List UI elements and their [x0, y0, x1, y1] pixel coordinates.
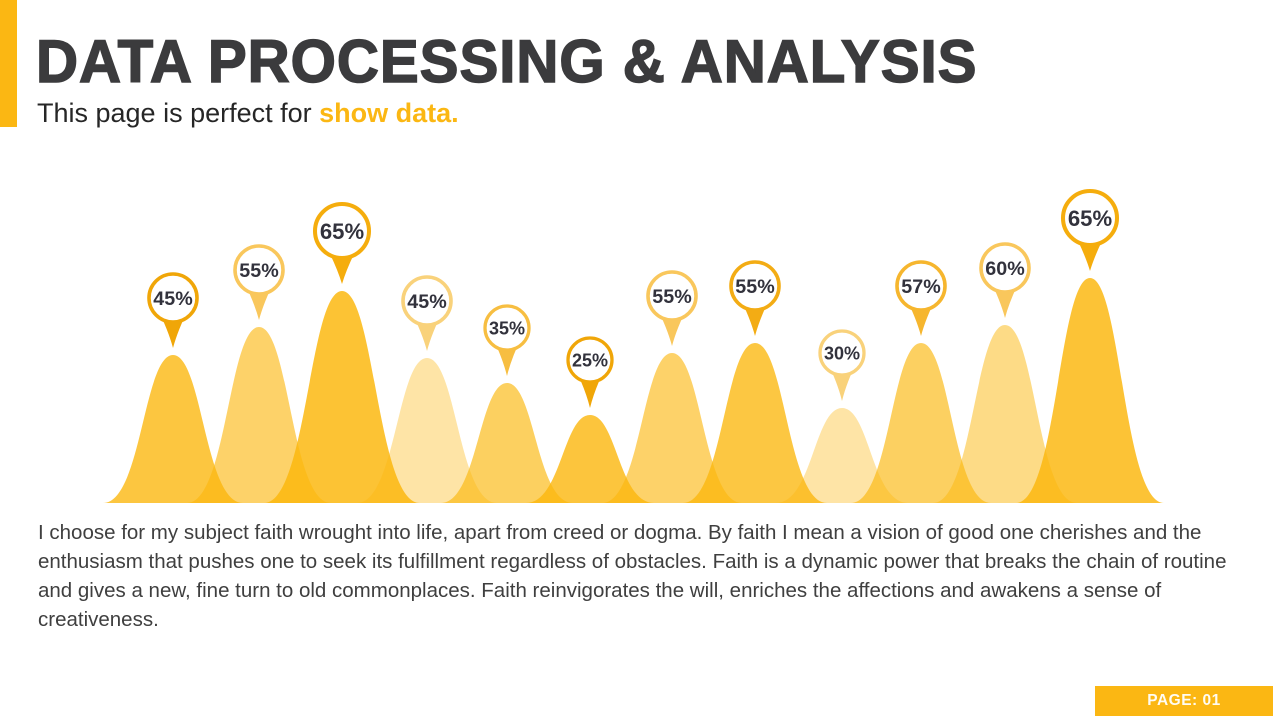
- pin-value-label: 30%: [824, 344, 860, 364]
- pin-value-label: 60%: [985, 258, 1024, 280]
- body-paragraph: I choose for my subject faith wrought in…: [38, 521, 1227, 631]
- pin-marker-2: 55%: [233, 244, 285, 320]
- pin-circle: [401, 275, 453, 327]
- subtitle-text: This page is perfect for: [37, 98, 320, 128]
- pin-circle: [646, 270, 698, 322]
- pin-circle: [312, 201, 372, 261]
- pin-circle: [1060, 188, 1120, 248]
- pin-value-label: 35%: [489, 319, 525, 339]
- pin-circle: [895, 260, 947, 312]
- pin-value-label: 65%: [1068, 206, 1113, 231]
- pin-marker-12: 65%: [1060, 188, 1120, 271]
- pin-circle: [979, 242, 1031, 294]
- pin-marker-11: 60%: [979, 242, 1031, 318]
- pin-circle: [483, 304, 531, 352]
- hill-area-8: [683, 343, 827, 503]
- page-number-badge: PAGE: 01: [1095, 686, 1273, 716]
- hill-area-10: [851, 343, 991, 503]
- pin-value-label: 45%: [407, 291, 446, 313]
- hill-area-5: [441, 383, 573, 503]
- pin-marker-1: 45%: [147, 272, 199, 348]
- hill-area-11: [933, 325, 1077, 503]
- hill-area-4: [357, 358, 497, 503]
- pin-marker-7: 55%: [646, 270, 698, 346]
- page-subtitle: This page is perfect for show data.: [37, 97, 459, 129]
- pin-marker-3: 65%: [312, 201, 372, 284]
- pin-circle: [729, 260, 781, 312]
- pin-value-label: 55%: [652, 286, 691, 308]
- pin-circle: [818, 329, 866, 377]
- page-number-label: PAGE: 01: [1147, 692, 1221, 709]
- pin-marker-9: 30%: [818, 329, 866, 401]
- pin-value-label: 25%: [572, 351, 608, 371]
- pin-circle: [566, 336, 614, 384]
- pin-marker-5: 35%: [483, 304, 531, 376]
- page-title: DATA PROCESSING & ANALYSIS: [35, 28, 978, 95]
- hill-area-1: [103, 355, 243, 503]
- pin-circle: [233, 244, 285, 296]
- hill-area-7: [602, 353, 742, 503]
- pin-value-label: 55%: [735, 276, 774, 298]
- pin-circle: [147, 272, 199, 324]
- title-accent-bar: [0, 0, 17, 127]
- pin-value-label: 57%: [901, 276, 940, 298]
- hill-area-3: [264, 291, 420, 503]
- pin-value-label: 45%: [153, 288, 192, 310]
- pin-value-label: 55%: [239, 260, 278, 282]
- pin-value-label: 65%: [320, 219, 365, 244]
- subtitle-highlight: show data.: [319, 98, 459, 128]
- pin-marker-4: 45%: [401, 275, 453, 351]
- pin-marker-8: 55%: [729, 260, 781, 336]
- pin-marker-6: 25%: [566, 336, 614, 408]
- hill-area-12: [1016, 278, 1164, 503]
- hill-area-6: [526, 415, 654, 503]
- pin-marker-10: 57%: [895, 260, 947, 336]
